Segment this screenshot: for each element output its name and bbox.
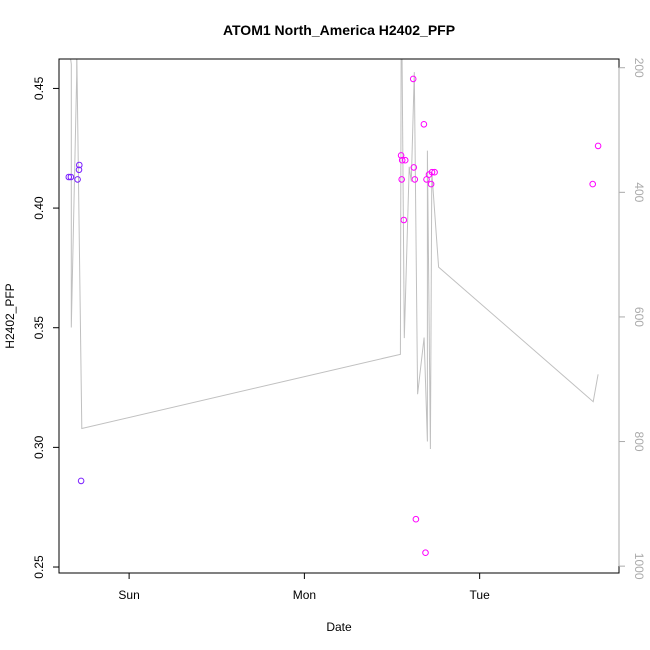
data-point	[397, 152, 405, 159]
y-tick-label-left: 0.35	[32, 316, 46, 340]
y-tick-label-left: 0.40	[32, 196, 46, 220]
y-tick-label-right: 200	[632, 58, 646, 78]
data-point	[398, 176, 406, 183]
plot-content	[65, 59, 602, 557]
data-point	[77, 477, 85, 485]
data-point	[427, 180, 435, 188]
y-tick-label-left: 0.45	[32, 76, 46, 100]
y-tick-label-right: 400	[632, 182, 646, 202]
plot-area	[58, 58, 620, 574]
x-axis: Sun Mon Tue	[118, 572, 491, 602]
x-tick-label: Tue	[470, 588, 491, 602]
plot-frame	[58, 58, 620, 574]
data-point	[422, 549, 429, 557]
data-point	[76, 161, 83, 169]
y-axis-right: 200 400 600 800 1000	[618, 58, 646, 580]
data-point	[67, 173, 75, 181]
data-point	[400, 216, 408, 224]
y-tick-label-right: 1000	[632, 553, 646, 580]
y-tick-label-right: 800	[632, 432, 646, 452]
y-tick-label-right: 600	[632, 307, 646, 327]
y-axis-label: H2402_PFP	[3, 283, 17, 348]
x-tick-label: Sun	[118, 588, 139, 602]
y-axis-left: 0.25 0.30 0.35 0.40 0.45	[32, 76, 60, 579]
x-tick-label: Mon	[293, 588, 316, 602]
data-point	[410, 164, 418, 171]
data-point	[412, 515, 420, 523]
data-point	[428, 168, 436, 176]
data-point	[594, 142, 602, 150]
data-point	[65, 173, 73, 181]
data-point	[589, 180, 597, 188]
data-point	[431, 168, 438, 176]
data-point	[74, 176, 81, 183]
data-point	[398, 156, 406, 164]
x-axis-label: Date	[326, 620, 352, 634]
data-point	[401, 156, 409, 164]
pressure-line	[70, 59, 599, 450]
data-point	[411, 176, 419, 183]
y-tick-label-left: 0.30	[32, 435, 46, 459]
data-point	[409, 75, 417, 83]
y-tick-label-left: 0.25	[32, 555, 46, 579]
chart-title: ATOM1 North_America H2402_PFP	[223, 22, 455, 38]
data-point	[75, 166, 83, 174]
data-point	[420, 121, 428, 128]
